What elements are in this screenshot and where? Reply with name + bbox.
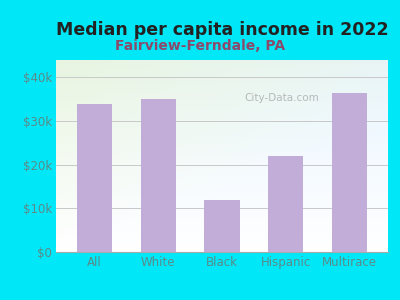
Bar [140,99,176,252]
Text: Fairview-Ferndale, PA: Fairview-Ferndale, PA [115,40,285,53]
Bar [204,200,240,252]
Bar [332,93,367,252]
Bar [77,103,112,252]
Title: Median per capita income in 2022: Median per capita income in 2022 [56,21,388,39]
Text: City-Data.com: City-Data.com [244,93,319,103]
Bar [268,156,304,252]
